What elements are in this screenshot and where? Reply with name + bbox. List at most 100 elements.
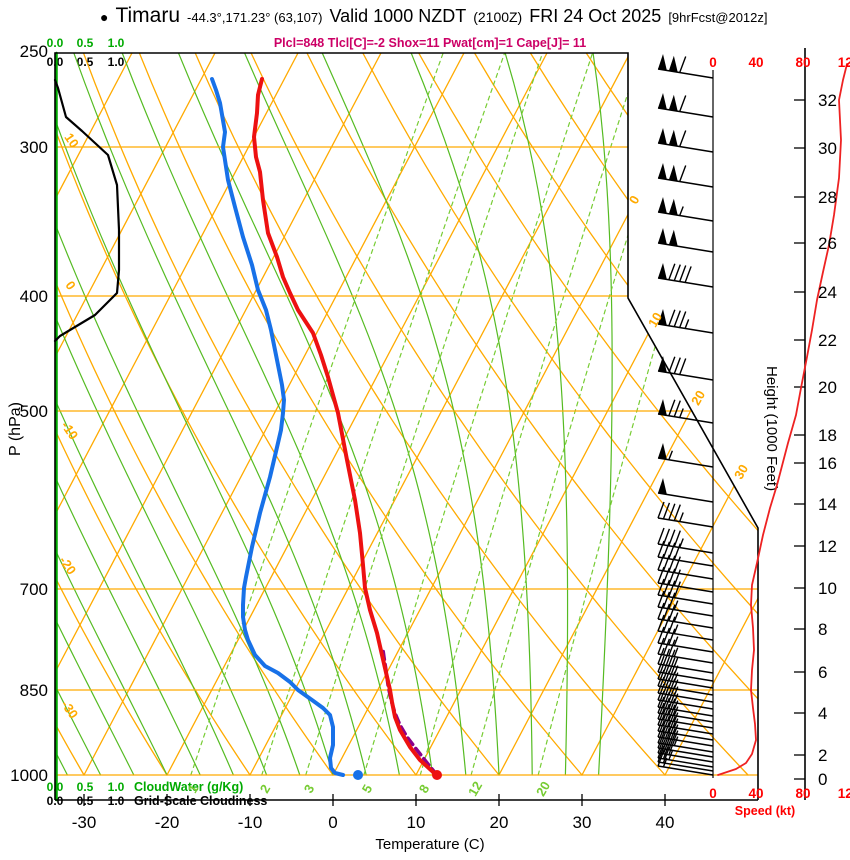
speed-tick-label-bottom: 80 [795,786,810,801]
barb-full-feather [673,504,681,521]
pressure-tick-label: 850 [20,681,48,700]
barb-half-feather [679,206,684,216]
barb-full-feather [657,714,665,732]
dry-adiabat-line [82,53,500,776]
mixing-ratio-line [470,53,685,776]
height-tick-label: 14 [818,495,837,514]
moist-adiabat-line [504,53,569,776]
barb-full-feather [668,356,676,374]
moist-adiabat-line [177,53,434,776]
scale-tick-label: 0.5 [76,36,94,50]
station-coords: -44.3°,171.23° (63,107) [187,10,323,25]
temperature-tick-label: -10 [238,813,263,832]
barb-full-feather [657,736,665,754]
barb-full-feather [668,628,676,646]
barb-shaft [657,678,714,689]
barb-full-feather [662,541,671,559]
wind-barb [657,93,714,118]
barb-full-feather [662,591,671,609]
barb-full-feather [662,528,671,546]
isotherm-line [83,53,465,776]
barb-half-feather [679,408,684,418]
barb-full-feather [673,357,681,374]
barb-shaft [657,569,714,580]
isotherm-label: 20 [688,388,708,408]
height-tick-label: 26 [818,234,837,253]
barb-full-feather [662,691,671,709]
barb-full-feather [668,698,676,716]
station-bullet-icon: ● [100,9,109,25]
barb-full-feather [668,639,676,657]
dry-adiabat-label: 0 [62,278,78,293]
barb-full-feather [657,590,665,608]
wind-barb [657,726,714,753]
sounding-profiles [53,51,442,802]
scale-tick-label: 1.0 [107,794,125,808]
height-tick-label: 12 [818,537,837,556]
barb-half-feather [673,730,679,740]
barb-full-feather [662,721,671,739]
barb-pennant [658,356,667,373]
barb-full-feather [657,553,665,571]
wind-barb [657,309,714,334]
barb-full-feather [657,540,665,558]
barb-pennant [658,163,667,180]
barb-full-feather [657,578,665,596]
mixing-ratio-line [363,53,594,776]
barb-full-feather [657,683,665,701]
isotherm-line [249,53,631,776]
barb-pennant [658,263,667,280]
chart-title: ● Timaru -44.3°,171.23° (63,107) Valid 1… [100,4,850,28]
moist-adiabat-line [55,53,102,776]
barb-pennant [658,93,667,110]
barb-shaft [657,457,714,468]
barb-half-feather [673,647,679,657]
barb-shaft [657,142,714,153]
barb-pennant [658,54,667,71]
valid-time: Valid 1000 NZDT [329,6,467,26]
barb-full-feather [657,726,665,744]
barb-full-feather [668,263,676,281]
scale-tick-label: 1.0 [107,780,125,794]
pressure-tick-label: 250 [20,42,48,61]
barb-half-feather [673,712,679,722]
barb-full-feather [657,690,665,708]
barb-full-feather [662,502,671,520]
barb-full-feather [657,708,665,726]
barb-pennant [658,399,667,416]
barb-half-feather [673,724,679,734]
moist-adiabat-line [410,53,533,776]
barb-full-feather [679,311,687,328]
dry-adiabat-line [55,53,251,776]
barb-pennant [668,94,678,112]
barb-full-feather [657,676,665,694]
mixing-ratio-line [261,53,506,776]
barb-full-feather [657,702,665,720]
barb-full-feather [668,716,676,734]
pressure-tick-label: 700 [20,580,48,599]
speed-tick-label-top: 40 [748,55,763,70]
barb-full-feather [679,95,687,112]
barb-half-feather [668,750,674,761]
height-tick-label: 18 [818,426,837,445]
height-tick-label: 32 [818,91,837,110]
isotherm-line [166,53,548,776]
wind-barb [657,399,714,424]
barb-full-feather [668,529,676,547]
barb-half-feather [673,736,679,746]
barb-full-feather [657,749,665,767]
barb-full-feather [662,627,671,645]
moist-adiabat-line [55,53,168,776]
dry-adiabat-line [473,53,758,776]
temperature-tick-label: 30 [573,813,592,832]
mixing-ratio-line [190,53,444,776]
barb-shaft [657,107,714,118]
valid-time-z: (2100Z) [473,9,523,25]
barb-full-feather [679,56,687,73]
scale-tick-label: 1.0 [107,55,125,69]
barb-shaft [657,242,714,253]
isotherm-line [55,53,216,776]
barb-full-feather [668,685,676,703]
barb-full-feather [657,745,665,763]
